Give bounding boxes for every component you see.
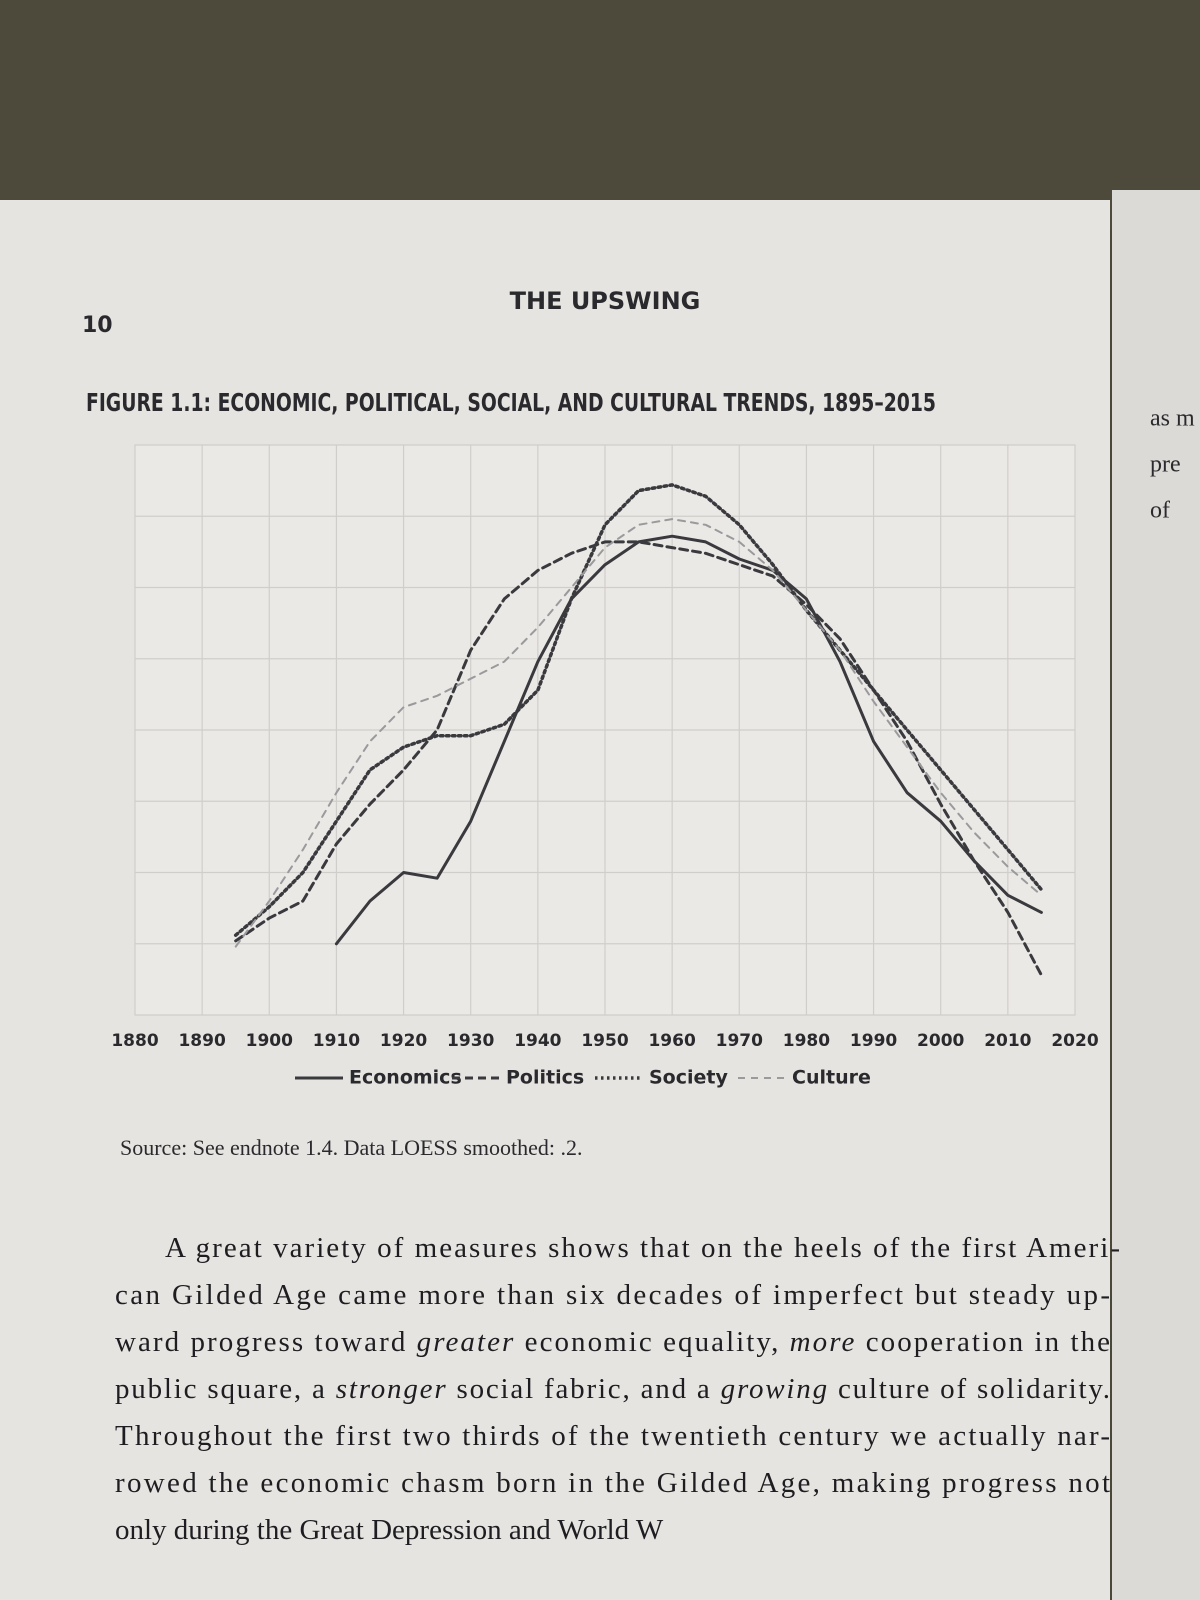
background — [0, 0, 1200, 230]
text-run: A great variety of measures shows that o… — [165, 1232, 1120, 1264]
body-line: public square, a stronger social fabric,… — [115, 1373, 1110, 1405]
body-line: rowed the economic chasm born in the Gil… — [115, 1467, 1110, 1499]
text-run: only during the Great Depression and Wor… — [115, 1514, 664, 1546]
body-line: ward progress toward greater economic eq… — [115, 1326, 1110, 1358]
text-run: economic equality, — [515, 1326, 787, 1358]
x-tick-label: 2010 — [984, 1031, 1031, 1051]
facing-fragment: of — [1150, 498, 1170, 524]
text-run: cooperation in the — [856, 1326, 1110, 1358]
running-head: THE UPSWING — [510, 287, 701, 315]
page-number: 10 — [82, 313, 113, 338]
x-tick-label: 1930 — [447, 1031, 494, 1051]
text-run: growing — [721, 1373, 827, 1405]
text-run: social fabric, and a — [447, 1373, 718, 1405]
legend-label: Society — [649, 1067, 728, 1089]
x-tick-label: 1950 — [581, 1031, 628, 1051]
body-text: A great variety of measures shows that o… — [115, 1232, 1120, 1546]
body-line: A great variety of measures shows that o… — [165, 1232, 1120, 1264]
x-tick-label: 1970 — [716, 1031, 763, 1051]
x-tick-label: 1890 — [178, 1031, 225, 1051]
x-tick-label: 2000 — [917, 1031, 964, 1051]
text-run: more — [790, 1326, 855, 1358]
text-run: culture of solidarity. — [829, 1373, 1110, 1405]
x-tick-label: 2020 — [1051, 1031, 1098, 1051]
series-line — [234, 518, 1043, 948]
x-tick-label: 1910 — [313, 1031, 360, 1051]
text-run: ward progress toward — [115, 1326, 415, 1358]
body-line: Throughout the first two thirds of the t… — [115, 1420, 1110, 1452]
facing-text: as m pre of — [1150, 406, 1195, 524]
legend-label: Economics — [349, 1067, 462, 1089]
x-tick-label: 1960 — [648, 1031, 695, 1051]
text-run: stronger — [336, 1373, 447, 1405]
body-line: can Gilded Age came more than six decade… — [115, 1279, 1110, 1311]
text-run: greater — [417, 1326, 514, 1358]
x-tick-label: 1920 — [380, 1031, 427, 1051]
x-tick-label: 1980 — [783, 1031, 830, 1051]
x-tick-label: 1990 — [850, 1031, 897, 1051]
text-run: Throughout the first two thirds of the t… — [115, 1420, 1110, 1452]
legend-label: Politics — [506, 1067, 584, 1089]
x-tick-label: 1900 — [246, 1031, 293, 1051]
x-tick-label: 1940 — [514, 1031, 561, 1051]
text-run: rowed the economic chasm born in the Gil… — [115, 1467, 1110, 1499]
series-line — [334, 534, 1043, 946]
facing-paper — [1112, 190, 1200, 1600]
legend-label: Culture — [792, 1067, 871, 1089]
facing-fragment: pre — [1150, 452, 1181, 478]
facing-fragment: as m — [1150, 406, 1195, 432]
source-note: Source: See endnote 1.4. Data LOESS smoo… — [120, 1135, 583, 1160]
figure-title: FIGURE 1.1: ECONOMIC, POLITICAL, SOCIAL,… — [86, 388, 936, 417]
body-line: only during the Great Depression and Wor… — [115, 1514, 664, 1546]
text-run: can Gilded Age came more than six decade… — [115, 1279, 1110, 1311]
series-line — [234, 540, 1043, 977]
x-tick-label: 1880 — [111, 1031, 158, 1051]
text-run: public square, a — [115, 1373, 334, 1405]
series-line — [233, 483, 1044, 937]
